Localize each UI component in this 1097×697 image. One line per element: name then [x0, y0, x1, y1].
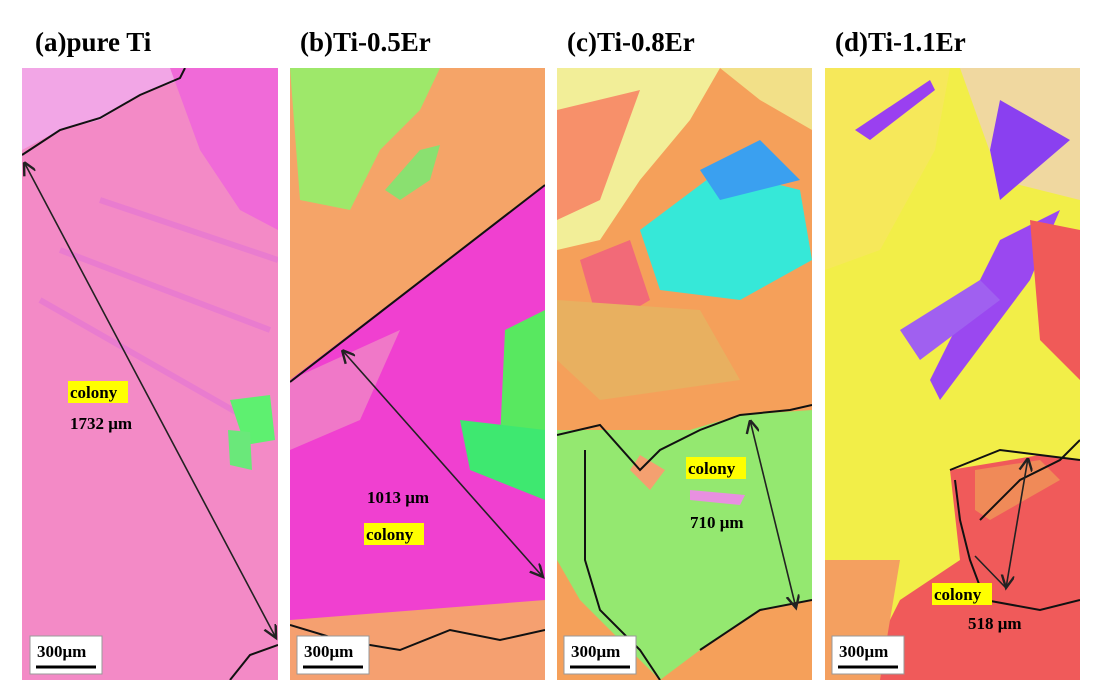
- scale-bar-label: 300μm: [37, 642, 86, 661]
- colony-arrow: [974, 555, 1007, 589]
- colony-size: 1013 μm: [367, 488, 429, 507]
- colony-size: 710 μm: [690, 513, 744, 532]
- colony-size: 1732 μm: [70, 414, 132, 433]
- scale-bar: 300μm: [29, 635, 103, 675]
- panel-title: (b)Ti-0.5Er: [300, 27, 431, 57]
- colony-arrow: [24, 162, 276, 638]
- scale-bar: 300μm: [563, 635, 637, 675]
- ebsd-map-b: [290, 68, 545, 680]
- highlight: [932, 583, 992, 605]
- colony-size: 518 μm: [968, 614, 1022, 633]
- highlight: [68, 381, 128, 403]
- panel-title: (a)pure Ti: [35, 27, 152, 57]
- colony-label: colony: [366, 525, 414, 544]
- colony-arrow: [1006, 458, 1028, 588]
- colony-arrow: [342, 350, 543, 577]
- colony-arrow: [750, 420, 796, 608]
- ebsd-map-c: [557, 68, 812, 680]
- ebsd-map-d: [825, 68, 1080, 680]
- colony-label: colony: [934, 585, 982, 604]
- highlight: [686, 457, 746, 479]
- ebsd-map-a: [22, 68, 278, 680]
- colony-label: colony: [70, 383, 118, 402]
- scale-bar: 300μm: [831, 635, 905, 675]
- panel-title: (c)Ti-0.8Er: [567, 27, 695, 57]
- colony-label: colony: [688, 459, 736, 478]
- scale-bar-label: 300μm: [304, 642, 353, 661]
- scale-bar: 300μm: [296, 635, 370, 675]
- scale-bar-label: 300μm: [839, 642, 888, 661]
- panel-title: (d)Ti-1.1Er: [835, 27, 966, 57]
- highlight: [364, 523, 424, 545]
- scale-bar-label: 300μm: [571, 642, 620, 661]
